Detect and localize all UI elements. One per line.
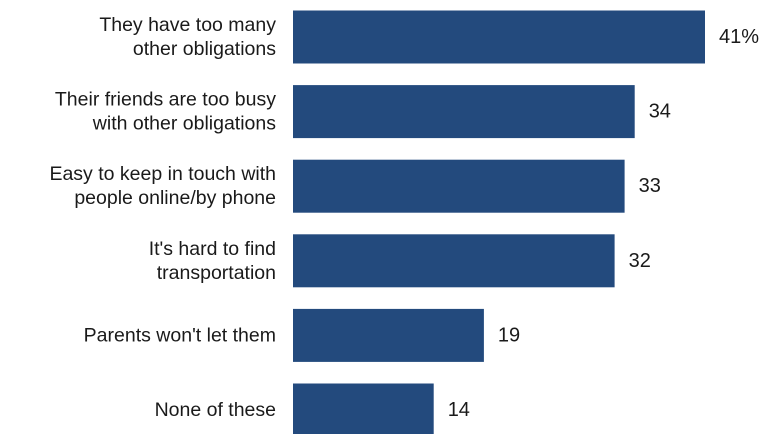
category-label-line: None of these <box>155 399 276 421</box>
value-label-0: 41% <box>719 26 759 48</box>
bar-3 <box>293 234 615 288</box>
bar-4 <box>293 308 484 362</box>
value-label-2: 33 <box>639 175 661 197</box>
category-label-0: They have too many other obligations <box>99 14 276 60</box>
bar-0 <box>293 10 705 64</box>
category-label-line: Easy to keep in touch with <box>49 163 276 185</box>
category-label-line: Their friends are too busy <box>55 89 276 111</box>
category-label-3: It's hard to find transportation <box>149 238 276 284</box>
category-label-5: None of these <box>155 399 276 421</box>
category-label-4: Parents won't let them <box>84 324 276 346</box>
category-label-1: Their friends are too busy with other obl… <box>55 89 276 135</box>
bar-1 <box>293 85 635 139</box>
category-label-line: Parents won't let them <box>84 324 276 346</box>
category-label-2: Easy to keep in touch with people online/… <box>49 163 276 209</box>
category-label-line: people online/by phone <box>74 187 276 209</box>
bar-5 <box>293 383 434 434</box>
value-label-4: 19 <box>498 324 520 346</box>
value-label-1: 34 <box>649 101 671 123</box>
category-label-line: transportation <box>157 262 276 284</box>
category-label-line: with other obligations <box>92 113 276 135</box>
bar-2 <box>293 159 625 213</box>
category-label-line: They have too many <box>99 14 276 36</box>
category-label-line: It's hard to find <box>149 238 276 260</box>
value-label-5: 14 <box>448 399 470 421</box>
category-label-line: other obligations <box>133 38 276 60</box>
value-label-3: 32 <box>629 250 651 272</box>
